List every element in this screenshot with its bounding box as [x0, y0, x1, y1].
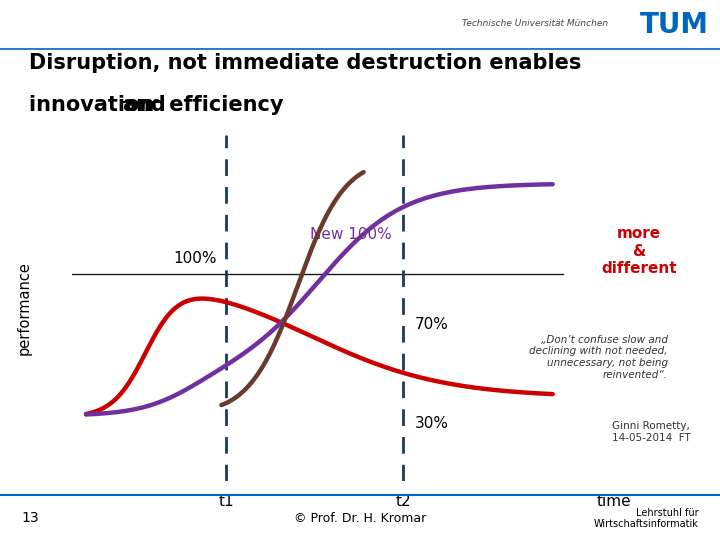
- Text: 13: 13: [22, 511, 39, 525]
- Text: „Don’t confuse slow and
declining with not needed,
unnecessary, not being
reinve: „Don’t confuse slow and declining with n…: [529, 335, 667, 380]
- Text: © Prof. Dr. H. Kromar: © Prof. Dr. H. Kromar: [294, 512, 426, 525]
- Text: Technische Universität München: Technische Universität München: [462, 18, 608, 28]
- Text: TUM: TUM: [640, 11, 709, 39]
- Text: 100%: 100%: [174, 251, 217, 266]
- Text: t2: t2: [395, 494, 411, 509]
- Text: time: time: [596, 495, 631, 509]
- Text: Disruption, not immediate destruction enables: Disruption, not immediate destruction en…: [29, 53, 581, 73]
- Text: Lehrstuhl für
Wirtschaftsinformatik: Lehrstuhl für Wirtschaftsinformatik: [593, 508, 698, 529]
- Text: 30%: 30%: [415, 416, 449, 431]
- Text: t1: t1: [218, 494, 234, 509]
- Text: Ginni Rometty,
14-05-2014  FT: Ginni Rometty, 14-05-2014 FT: [612, 421, 690, 443]
- Text: efficiency: efficiency: [162, 95, 284, 115]
- Text: performance: performance: [17, 261, 32, 355]
- Text: 70%: 70%: [415, 317, 449, 332]
- Text: New 100%: New 100%: [310, 227, 392, 241]
- Text: and: and: [122, 95, 166, 115]
- Text: more
&
different: more & different: [601, 226, 677, 276]
- Text: innovation: innovation: [29, 95, 161, 115]
